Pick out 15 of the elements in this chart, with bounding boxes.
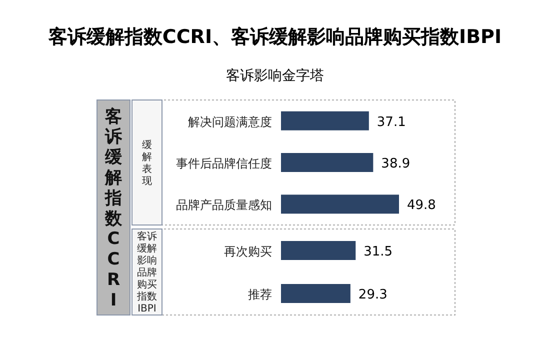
y-tick-label: 解决问题满意度 (188, 114, 272, 129)
data-label: 31.5 (364, 244, 393, 260)
chart-title: 客诉缓解指数CCRI、客诉缓解影响品牌购买指数IBPI (47, 26, 502, 48)
y-axis-title: 客诉缓解影响品牌购买指数IBPI (136, 230, 157, 315)
y-axis-title: 缓解表现 (142, 139, 152, 188)
data-label: 37.1 (376, 114, 406, 130)
chart-subtitle: 客诉影响金字塔 (226, 68, 324, 84)
y-tick-label: 再次购买 (224, 244, 272, 258)
y-tick-label: 事件后品牌信任度 (176, 156, 272, 170)
data-label: 38.9 (381, 156, 410, 172)
data-label: 49.8 (407, 198, 436, 214)
y-tick-label: 品牌产品质量感知 (176, 198, 272, 212)
y-tick-label: 推荐 (248, 288, 272, 302)
text: 客诉缓解指数CCRI (105, 106, 122, 310)
data-label: 29.3 (358, 288, 388, 302)
